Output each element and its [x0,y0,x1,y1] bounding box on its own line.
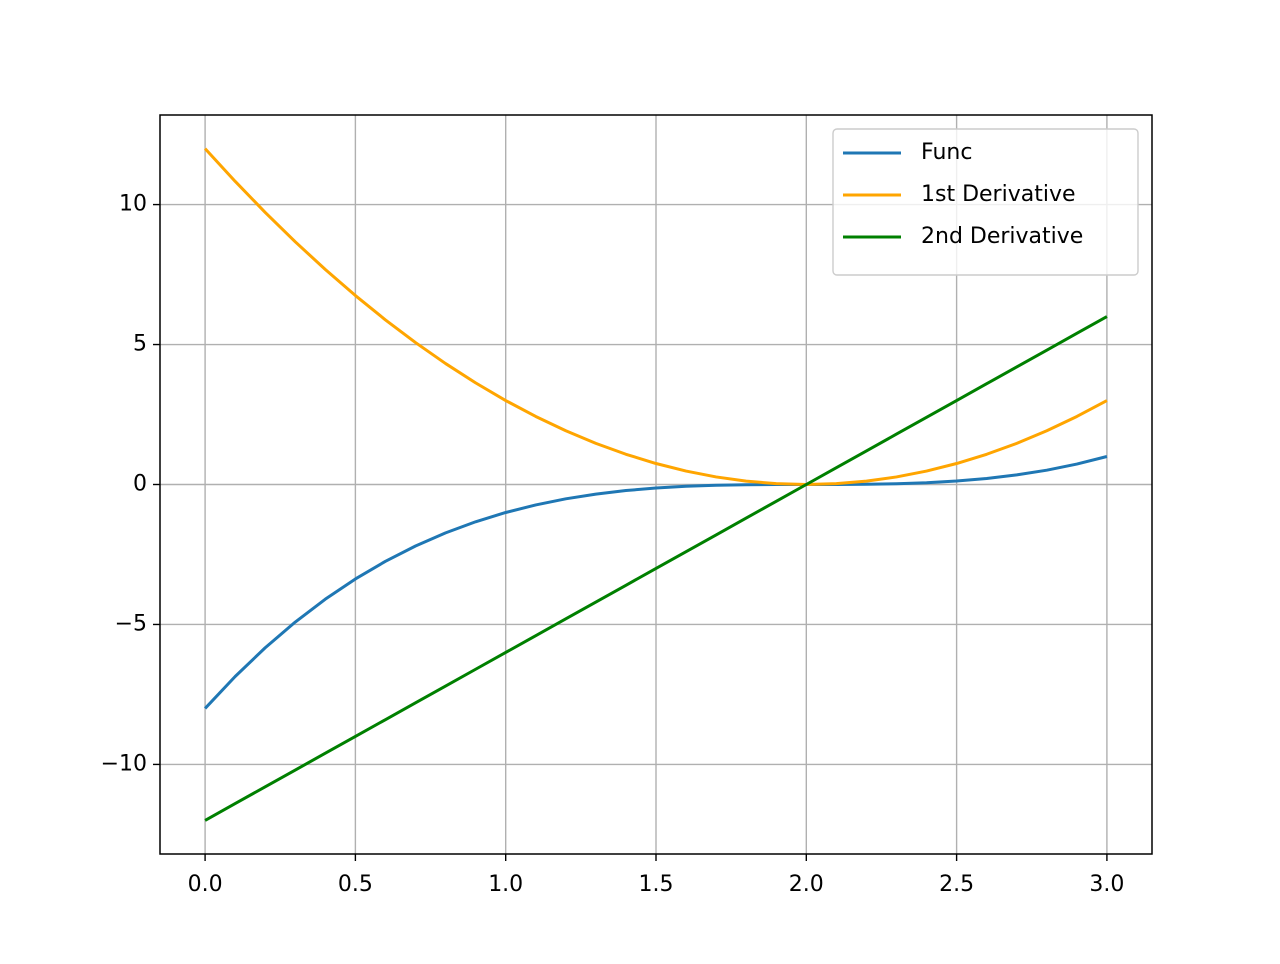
ticks: 0.0 0.5 1.0 1.5 2.0 2.5 3.0 −10 −5 0 5 10 [101,192,1125,897]
series-line [203,455,1108,710]
legend-label: Func [921,140,972,165]
x-tick-label: 3.0 [1089,872,1124,897]
plot-lines [203,147,1108,822]
legend: Func 1st Derivative 2nd Derivative [832,128,1139,276]
y-tick-label: −10 [101,751,147,776]
x-tick-label: 2.0 [789,872,824,897]
x-tick-label: 0.5 [338,872,373,897]
y-tick-label: 0 [133,472,147,497]
y-tick-label: −5 [115,611,147,636]
legend-label: 1st Derivative [921,182,1076,207]
legend-box [832,128,1139,276]
grid [160,115,1152,854]
x-tick-label: 1.0 [488,872,523,897]
series-line [204,315,1108,822]
series-line [203,147,1108,486]
x-tick-label: 2.5 [939,872,974,897]
legend-label: 2nd Derivative [921,224,1083,249]
x-tick-label: 1.5 [639,872,674,897]
y-tick-label: 10 [119,192,147,217]
x-tick-label: 0.0 [188,872,223,897]
y-tick-label: 5 [133,332,147,357]
